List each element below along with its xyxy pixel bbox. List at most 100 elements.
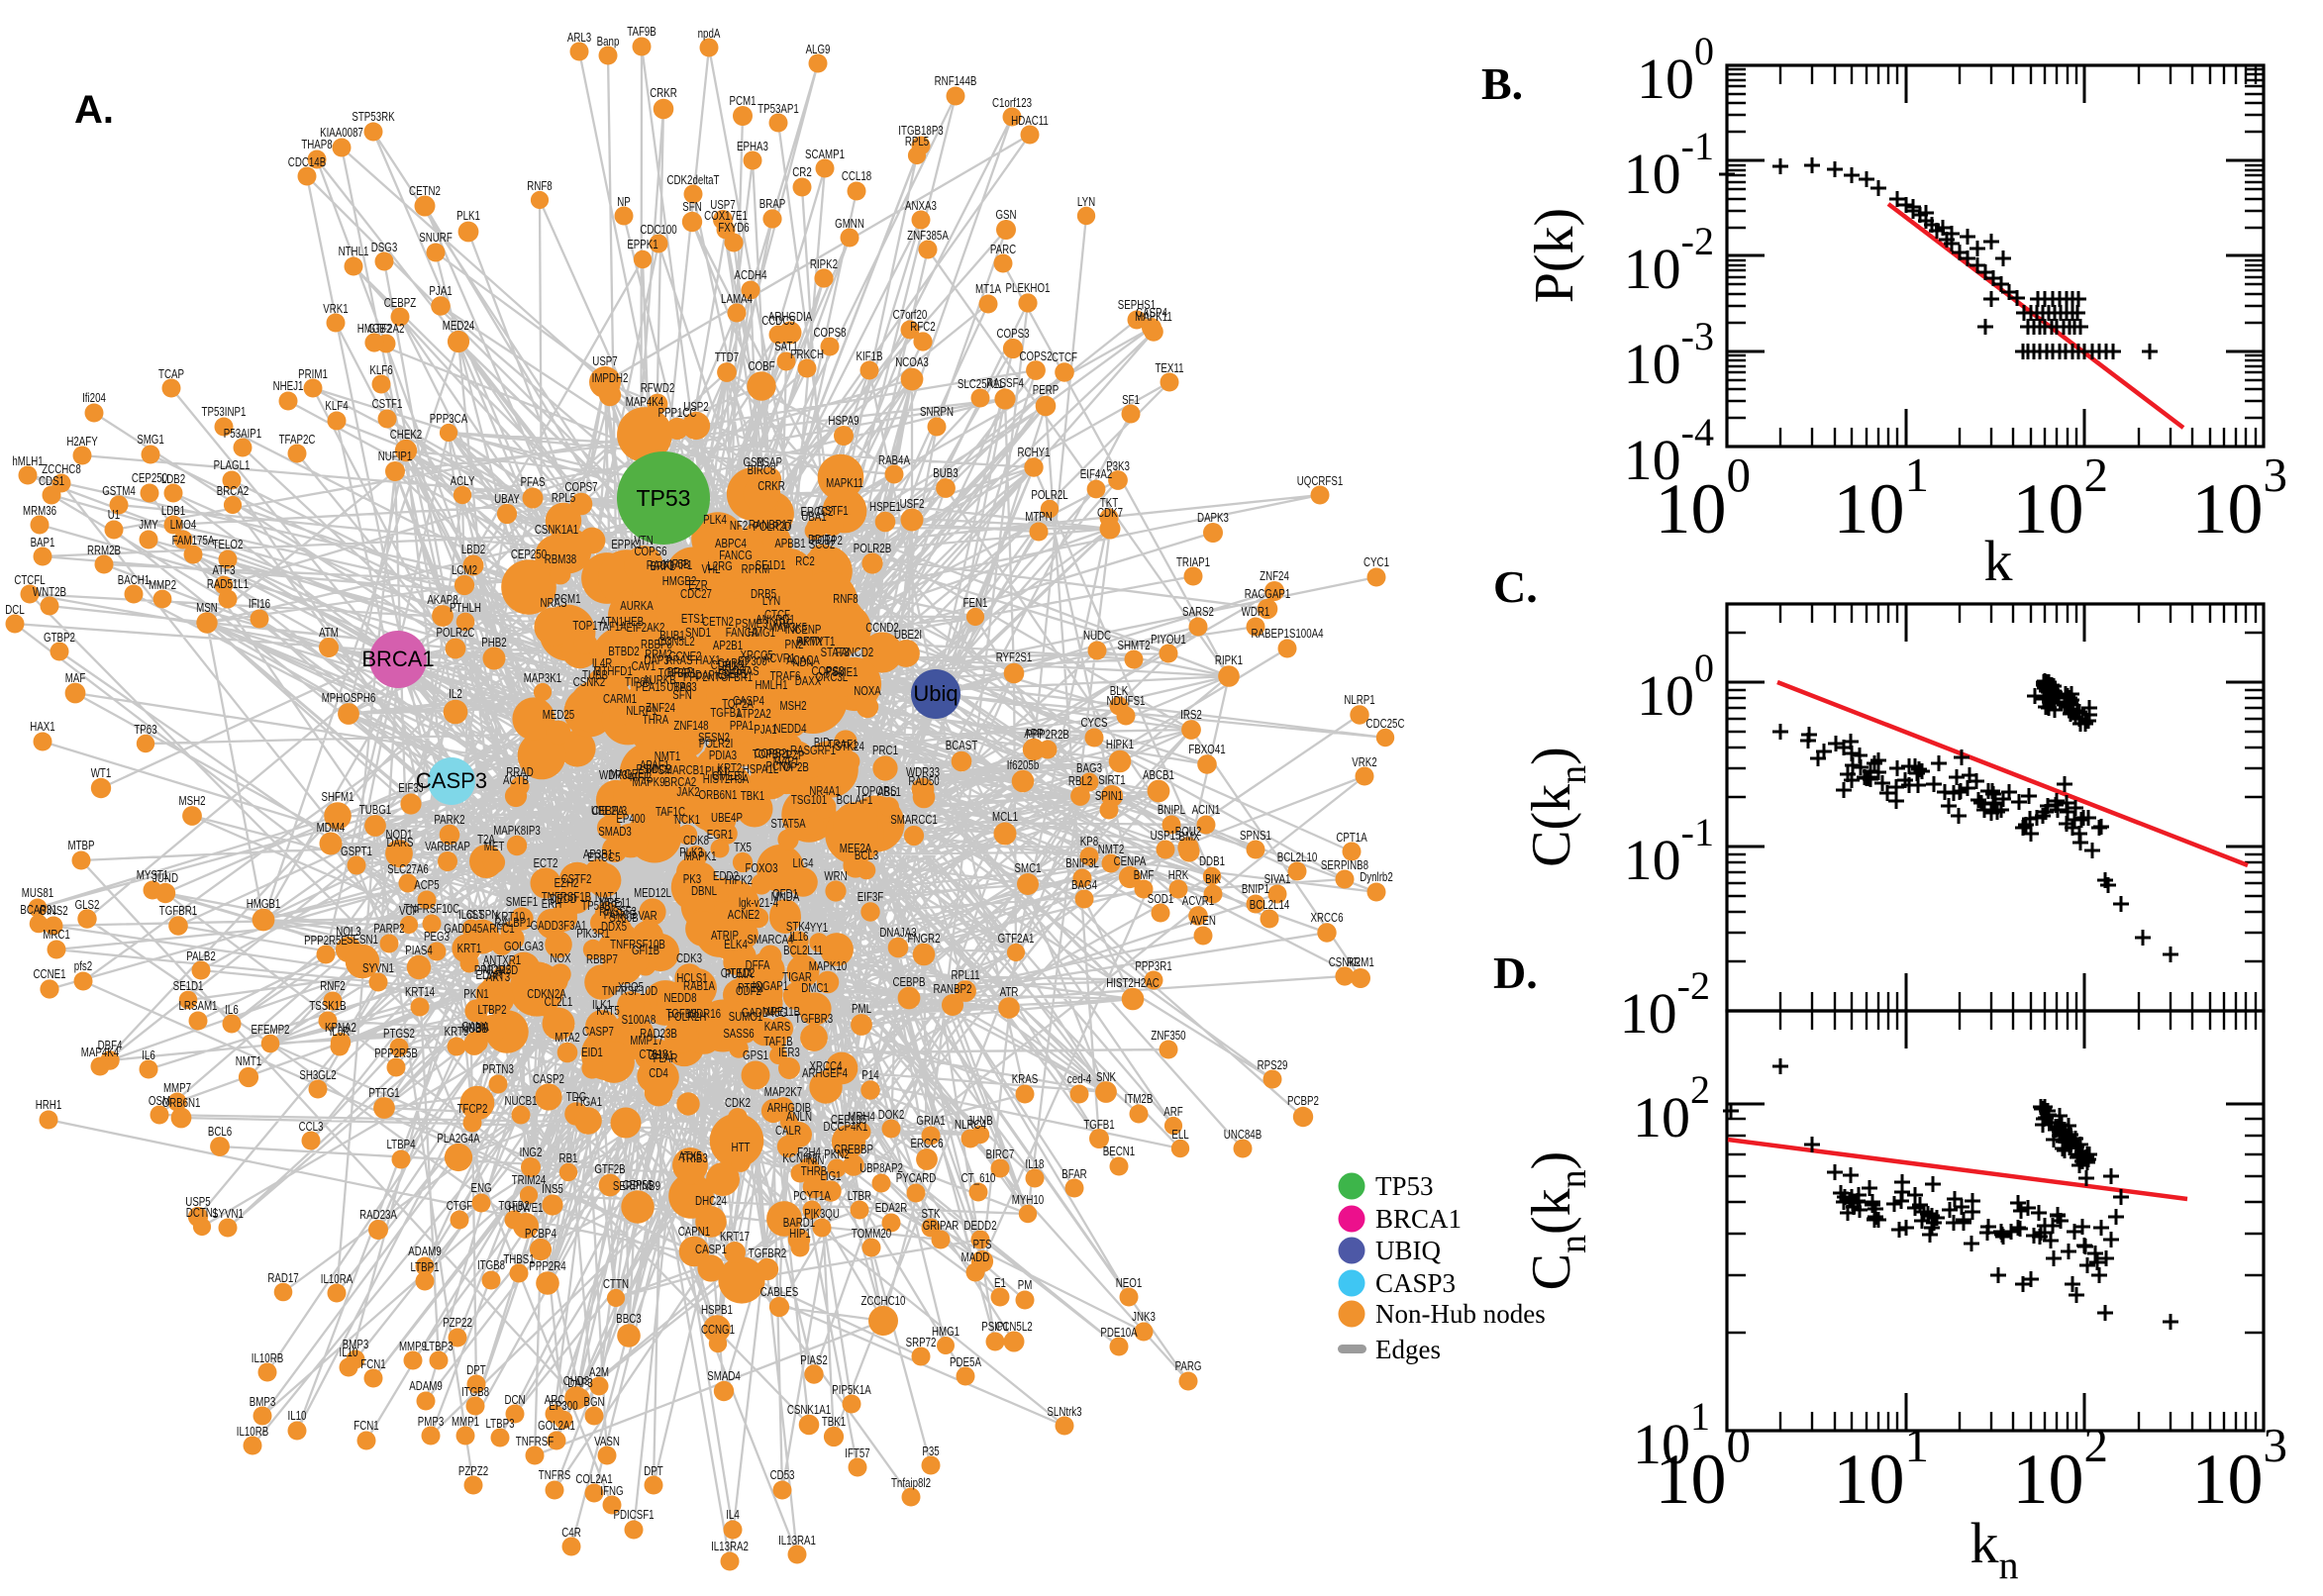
svg-text:NMT2: NMT2 <box>1098 844 1125 856</box>
svg-text:ZHX1: ZHX1 <box>650 1049 674 1062</box>
svg-text:PJA1: PJA1 <box>429 285 452 298</box>
svg-text:TNFRSF10C: TNFRSF10C <box>404 903 459 916</box>
svg-text:GSN: GSN <box>995 209 1016 222</box>
svg-text:MAP4K4: MAP4K4 <box>626 396 663 409</box>
svg-text:DFFA: DFFA <box>746 959 770 972</box>
svg-text:PCNA: PCNA <box>765 760 793 773</box>
svg-text:ARL3: ARL3 <box>567 32 591 45</box>
svg-text:PMP3: PMP3 <box>418 1416 445 1429</box>
svg-text:PSME3: PSME3 <box>736 618 768 631</box>
svg-text:RASGRF1: RASGRF1 <box>790 745 836 757</box>
svg-text:JNK3: JNK3 <box>1132 1311 1156 1324</box>
svg-text:TP53BP2: TP53BP2 <box>581 900 623 913</box>
svg-text:CEBPA: CEBPA <box>592 805 625 818</box>
svg-text:KRT1: KRT1 <box>457 943 482 955</box>
svg-text:U1: U1 <box>108 509 120 522</box>
svg-text:CDK8: CDK8 <box>683 835 709 848</box>
svg-text:NMT1: NMT1 <box>236 1055 262 1068</box>
svg-text:BCL2L11: BCL2L11 <box>783 945 823 957</box>
svg-text:ACACA: ACACA <box>786 654 820 667</box>
svg-text:PIK3R1: PIK3R1 <box>576 928 610 941</box>
svg-text:SE1D1: SE1D1 <box>173 980 204 993</box>
svg-text:CD53: CD53 <box>770 1469 795 1482</box>
svg-text:PM: PM <box>1018 1279 1033 1292</box>
svg-text:BMF: BMF <box>1134 869 1155 882</box>
svg-text:B.: B. <box>1481 58 1523 109</box>
svg-text:CREBBP: CREBBP <box>834 1144 873 1156</box>
svg-text:CDC27: CDC27 <box>680 588 712 601</box>
svg-text:Tnfaip8l2: Tnfaip8l2 <box>891 1477 931 1490</box>
svg-text:POLR2D: POLR2D <box>754 521 792 534</box>
svg-text:EZH2: EZH2 <box>555 877 579 890</box>
svg-text:PLK4: PLK4 <box>703 514 727 527</box>
svg-text:TRAF6: TRAF6 <box>770 670 801 683</box>
svg-text:LBD2: LBD2 <box>461 544 485 556</box>
svg-text:PLK1: PLK1 <box>456 210 480 223</box>
svg-text:NF2: NF2 <box>730 520 748 533</box>
svg-text:TP53: TP53 <box>637 485 691 511</box>
svg-text:MYST1: MYST1 <box>137 869 168 882</box>
svg-text:C1orf123: C1orf123 <box>992 97 1032 110</box>
svg-text:EFEMP2: EFEMP2 <box>252 1024 290 1037</box>
svg-text:HMGB2: HMGB2 <box>662 575 697 588</box>
svg-text:NEO1: NEO1 <box>1116 1277 1143 1290</box>
svg-text:HMGB2: HMGB2 <box>357 323 392 336</box>
svg-text:RAD23A: RAD23A <box>359 1209 397 1222</box>
svg-text:PPP2NTGFBR1: PPP2NTGFBR1 <box>683 671 753 684</box>
svg-text:CSNK1A1: CSNK1A1 <box>535 524 578 537</box>
svg-text:PCYT1A: PCYT1A <box>793 1190 831 1203</box>
svg-text:UBE2I: UBE2I <box>894 629 922 642</box>
svg-text:CSNK2: CSNK2 <box>1329 956 1361 969</box>
svg-text:RYF2S1: RYF2S1 <box>996 651 1033 664</box>
svg-text:FAM175A: FAM175A <box>172 535 215 548</box>
svg-text:BAG4: BAG4 <box>1071 879 1097 892</box>
svg-text:RRM1: RRM1 <box>1347 956 1374 969</box>
svg-text:P14: P14 <box>861 1069 878 1082</box>
svg-text:LTBR: LTBR <box>848 1190 871 1203</box>
svg-text:PK3: PK3 <box>683 873 701 886</box>
svg-text:TAF1B: TAF1B <box>763 1036 793 1048</box>
svg-text:NAT1: NAT1 <box>595 891 619 904</box>
svg-text:GRIPAR: GRIPAR <box>923 1220 960 1233</box>
svg-text:PFAS: PFAS <box>521 476 546 489</box>
svg-text:PEA15: PEA15 <box>636 681 665 694</box>
svg-text:TSG101: TSG101 <box>791 794 827 807</box>
svg-text:ARF: ARF <box>1163 1106 1183 1119</box>
svg-text:PIP5K1A: PIP5K1A <box>832 1384 871 1397</box>
svg-text:IER3: IER3 <box>778 1047 800 1059</box>
svg-text:BMP3: BMP3 <box>343 1339 369 1351</box>
svg-text:PKN2: PKN2 <box>824 1148 849 1161</box>
svg-text:CLSPN: CLSPN <box>466 909 498 922</box>
svg-text:ZNF24: ZNF24 <box>1260 570 1289 583</box>
svg-text:TGFBR1: TGFBR1 <box>658 667 696 680</box>
svg-text:ACNE2: ACNE2 <box>728 909 759 922</box>
svg-text:PDE5A: PDE5A <box>950 1356 981 1369</box>
svg-text:SFN: SFN <box>672 689 691 702</box>
svg-text:ERCC5: ERCC5 <box>588 851 621 864</box>
svg-text:pfs2: pfs2 <box>74 960 92 973</box>
svg-text:USP7: USP7 <box>592 355 617 368</box>
svg-text:CSNK1A1: CSNK1A1 <box>787 1404 831 1417</box>
svg-text:MAPK11: MAPK11 <box>1135 311 1172 324</box>
svg-text:CASP3: CASP3 <box>1375 1268 1456 1298</box>
svg-text:L2RG: L2RG <box>707 560 732 573</box>
svg-text:HMG1: HMG1 <box>932 1326 960 1339</box>
svg-text:SFN: SFN <box>682 201 701 214</box>
svg-text:CCN5L2: CCN5L2 <box>657 636 694 648</box>
svg-text:MRC1: MRC1 <box>43 929 70 942</box>
svg-text:XRCC6: XRCC6 <box>1311 912 1344 925</box>
svg-text:MED24: MED24 <box>443 320 474 333</box>
svg-text:PPA1: PPA1 <box>730 720 754 733</box>
svg-text:TRAF1: TRAF1 <box>828 739 858 751</box>
svg-text:CCND2: CCND2 <box>865 622 899 635</box>
svg-text:CYCS: CYCS <box>1080 717 1107 730</box>
svg-text:DAXX: DAXX <box>795 675 822 688</box>
svg-text:BIRC7: BIRC7 <box>986 1148 1015 1161</box>
svg-text:DRB5: DRB5 <box>751 588 776 601</box>
svg-text:VASN: VASN <box>594 1436 620 1448</box>
svg-text:SMARCC1: SMARCC1 <box>890 814 938 827</box>
svg-text:RPRM: RPRM <box>742 563 770 576</box>
svg-text:RACGAP1: RACGAP1 <box>647 559 693 572</box>
svg-text:ALG9: ALG9 <box>806 44 831 56</box>
svg-text:PDIA3: PDIA3 <box>709 749 737 762</box>
